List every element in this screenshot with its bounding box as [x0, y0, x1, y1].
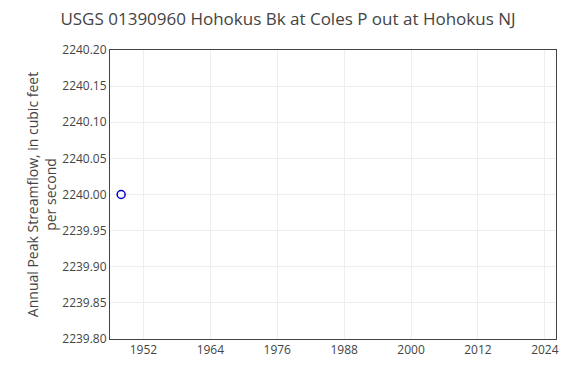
svg-text:1988: 1988: [330, 341, 358, 358]
svg-text:2239.90: 2239.90: [62, 258, 106, 275]
svg-text:2239.95: 2239.95: [62, 222, 106, 239]
svg-text:1952: 1952: [130, 341, 158, 358]
svg-text:2240.00: 2240.00: [62, 186, 106, 203]
svg-text:1964: 1964: [197, 341, 225, 358]
svg-text:2240.10: 2240.10: [62, 113, 106, 130]
svg-text:Annual Peak Streamflow, in cub: Annual Peak Streamflow, in cubic feetper…: [23, 72, 60, 317]
svg-text:1976: 1976: [264, 341, 292, 358]
svg-text:2000: 2000: [397, 341, 425, 358]
svg-text:2239.80: 2239.80: [62, 330, 106, 347]
svg-text:2012: 2012: [464, 341, 492, 358]
svg-text:USGS 01390960 Hohokus Bk at Co: USGS 01390960 Hohokus Bk at Coles P out …: [60, 7, 515, 30]
svg-text:2024: 2024: [531, 341, 559, 358]
svg-text:2240.05: 2240.05: [62, 150, 106, 167]
svg-text:2240.20: 2240.20: [62, 41, 106, 58]
svg-text:2240.15: 2240.15: [62, 77, 106, 94]
svg-text:2239.85: 2239.85: [62, 294, 106, 311]
